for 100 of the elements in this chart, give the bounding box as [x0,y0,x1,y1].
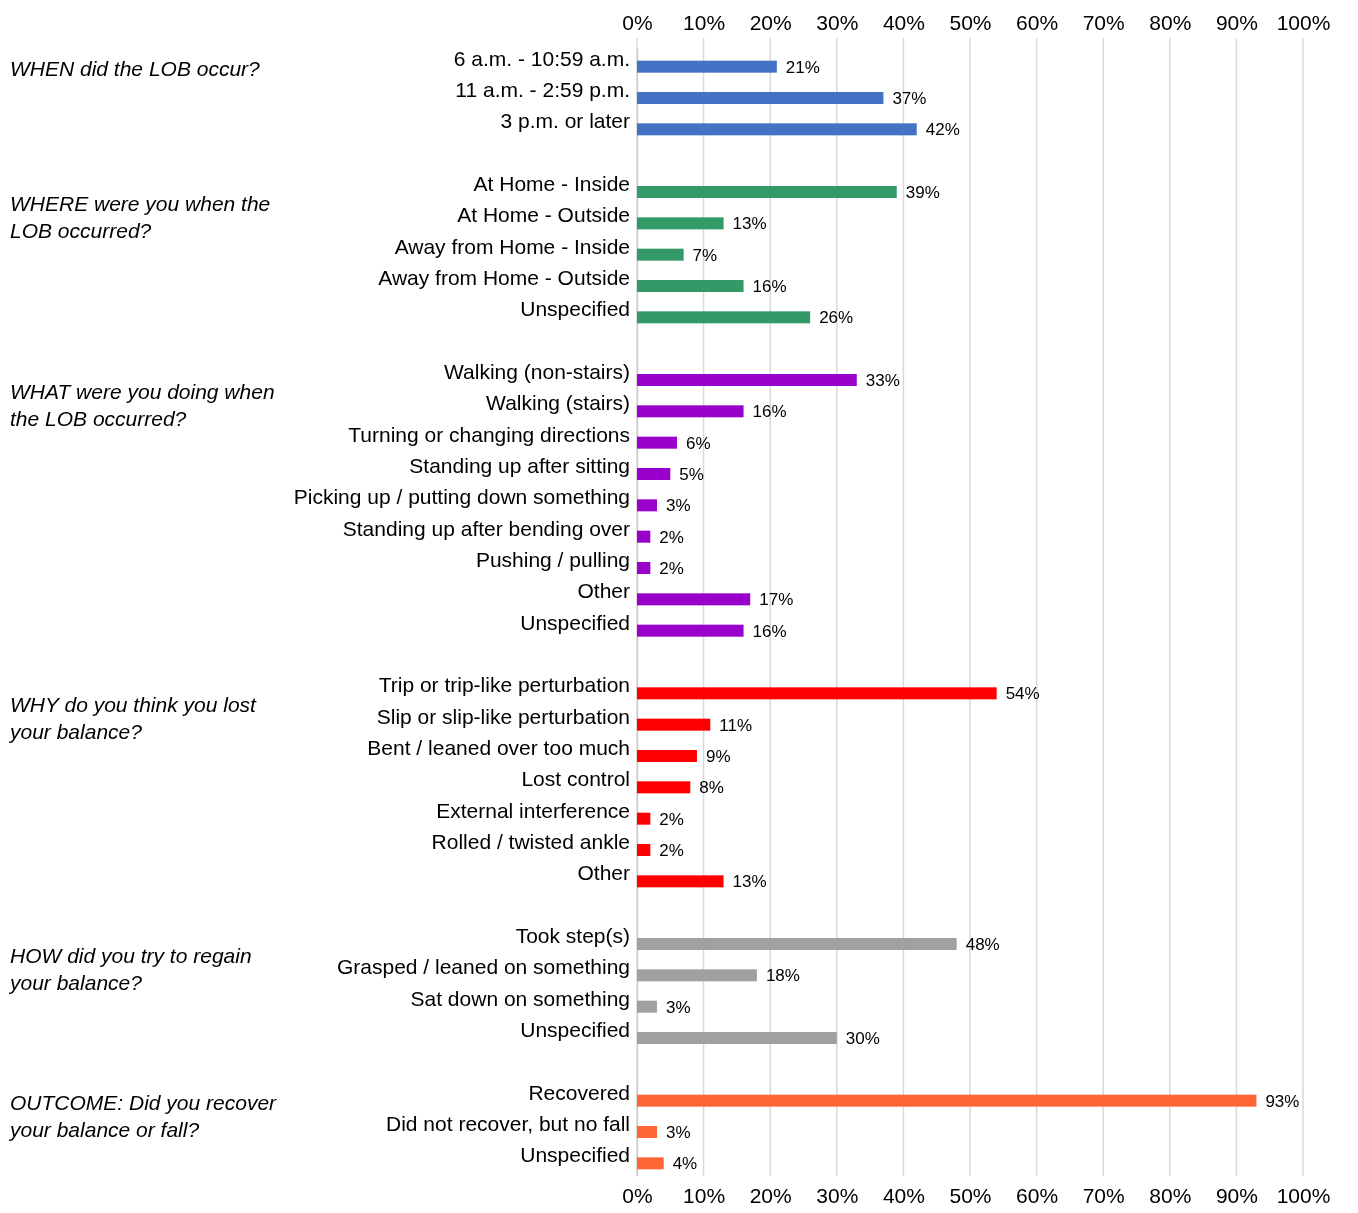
data-label: 3% [665,1122,691,1142]
x2-tick-label: 0% [622,1183,653,1207]
y-tick-label: Unspecified [520,1018,630,1042]
bar [637,718,711,731]
y-tick-label: At Home - Inside [473,172,630,196]
bar [637,186,897,198]
y-tick-label: Unspecified [520,610,630,634]
x2-tick-label: 40% [882,1183,925,1207]
x-tick-label: 0% [622,11,653,34]
y-tick-label: 3 p.m. or later [500,109,630,133]
bar [637,248,684,261]
x-tick-label: 60% [1016,11,1059,34]
bar [637,562,651,574]
x2-tick-label: 20% [749,1183,792,1207]
x-tick-label: 70% [1082,11,1125,34]
data-label: 11% [719,715,753,735]
y-tick-label: Away from Home - Outside [378,266,630,290]
x2-tick-label: 90% [1215,1183,1258,1207]
x2-tick-label: 10% [683,1183,726,1207]
y-tick-label: Trip or trip-like perturbation [378,673,630,697]
x2-tick-label: 50% [949,1183,992,1207]
x2-tick-label: 30% [816,1183,859,1207]
bar [637,938,957,950]
x2-tick-label: 60% [1016,1183,1059,1207]
y-tick-label: At Home - Outside [457,203,630,227]
x-tick-label: 100% [1276,11,1331,34]
x-tick-label: 90% [1215,11,1258,34]
y-tick-label: Rolled / twisted ankle [431,830,630,854]
y-tick-label: Other [577,579,630,603]
y-tick-label: External interference [436,798,630,822]
data-label: 3% [665,496,691,516]
bar [637,374,857,386]
y-tick-label: Picking up / putting down something [293,485,630,509]
x-tick-label: 10% [683,11,726,34]
y-tick-label: Turning or changing directions [348,422,630,446]
data-label: 17% [759,590,794,610]
x-tick-label: 50% [949,11,992,34]
bar [637,123,917,136]
bar [637,468,671,480]
y-tick-label: Unspecified [520,1143,630,1167]
y-tick-label: Away from Home - Inside [394,234,630,258]
y-tick-label: Walking (non-stairs) [444,360,630,384]
bar [637,875,724,888]
bar [637,436,677,449]
y-tick-label: Unspecified [520,297,630,321]
text: WHY do you think you lost your balance? [8,693,258,744]
y-tick-label: Other [577,861,630,885]
bar [637,624,744,637]
text: HOW did you try to regain your balance? [8,943,252,994]
bar [637,969,757,982]
data-label: 42% [925,120,960,140]
data-label: 16% [752,621,787,641]
bar [637,687,997,700]
data-label: 5% [679,464,704,484]
x2-tick-label: 70% [1082,1183,1125,1207]
x-tick-label: 20% [749,11,792,34]
bar [637,844,651,856]
y-tick-label: Sat down on something [410,986,630,1010]
data-label: 39% [905,182,940,202]
bar [637,405,744,418]
data-label: 2% [659,527,684,547]
y-tick-label: 6 a.m. - 10:59 a.m. [453,46,630,70]
text: WHEN did the LOB occur? [10,57,261,81]
y-tick-label: Lost control [521,767,630,791]
data-label: 30% [845,1028,880,1048]
data-label: 48% [965,934,1000,954]
x-tick-label: 40% [882,11,925,34]
data-label: 3% [665,997,691,1017]
x-tick-label: 30% [816,11,859,34]
text: WHERE were you when the LOB occurred? [10,191,271,242]
bar [637,781,691,794]
y-tick-label: 11 a.m. - 2:59 p.m. [455,78,630,102]
y-tick-label: Slip or slip-like perturbation [376,704,630,728]
data-label: 13% [732,214,767,234]
data-label: 7% [692,245,718,265]
bar [637,1126,657,1138]
y-tick-label: Did not recover, but no fall [386,1112,630,1136]
bar [637,92,884,104]
x2-tick-label: 80% [1149,1183,1192,1207]
data-label: 2% [659,840,684,860]
bar [637,60,777,73]
data-label: 18% [765,966,800,986]
bar [637,1000,657,1013]
data-label: 2% [659,558,684,578]
x-tick-label: 80% [1149,11,1192,34]
bar [637,750,697,762]
data-label: 8% [699,778,724,798]
data-label: 21% [785,57,820,77]
data-label: 16% [752,402,787,422]
x2-tick-label: 100% [1276,1183,1331,1207]
bar [637,311,811,324]
data-label: 54% [1005,684,1040,704]
data-label: 37% [892,88,927,108]
data-label: 26% [819,308,854,328]
y-tick-label: Walking (stairs) [486,391,630,415]
y-tick-label: Grasped / leaned on something [336,955,630,979]
y-tick-label: Pushing / pulling [475,548,630,572]
data-label: 9% [705,746,731,766]
bar [637,280,744,292]
bar [637,530,651,543]
